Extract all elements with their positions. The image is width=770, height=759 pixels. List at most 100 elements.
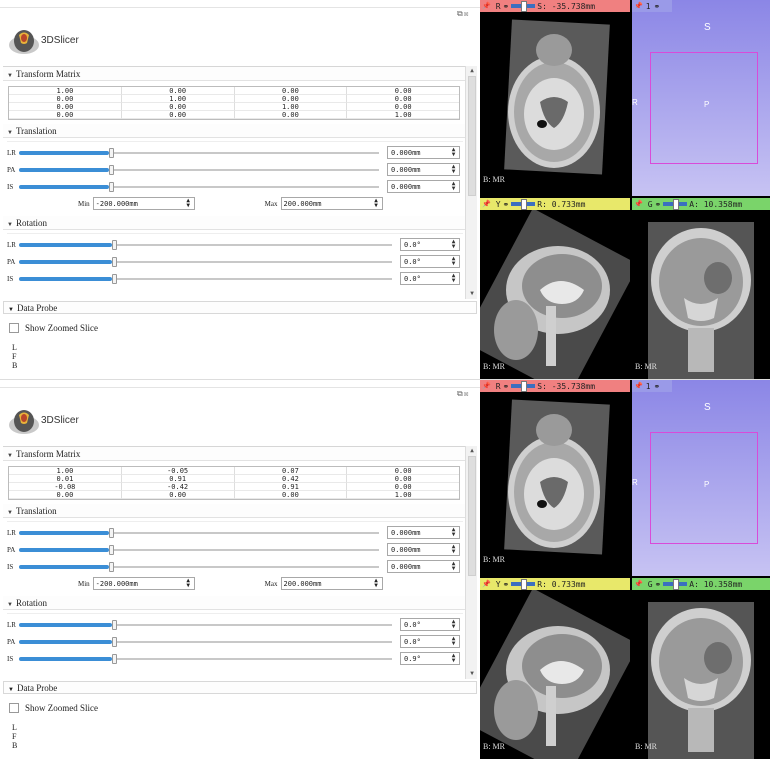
rotation-spinbox[interactable]: 0.0° ▲ ▼ <box>400 238 460 251</box>
rotation-slider[interactable] <box>19 273 392 284</box>
yellow-slice-controller[interactable]: 📌 Y ⚭ R: 0.733mm <box>480 198 630 210</box>
yellow-slice-view[interactable]: 📌 Y ⚭ R: 0.733mm B: MR <box>480 198 630 379</box>
threed-view[interactable]: 📌 1 ⚭ S P R <box>632 380 770 576</box>
max-spinbox[interactable]: 200.000mm ▲ ▼ <box>280 197 383 210</box>
matrix-cell[interactable]: 0.00 <box>9 491 122 499</box>
matrix-cell[interactable]: -0.05 <box>121 467 235 475</box>
spin-arrows-icon[interactable]: ▲ ▼ <box>186 197 190 209</box>
slider-handle[interactable] <box>109 164 114 175</box>
scroll-down-icon[interactable]: ▼ <box>470 290 474 297</box>
threed-view-controller[interactable]: 📌 1 ⚭ <box>632 380 672 392</box>
rotation-slider[interactable] <box>19 619 392 630</box>
spin-arrows-icon[interactable]: ▲ ▼ <box>451 618 456 630</box>
matrix-cell[interactable]: 0.00 <box>347 87 459 95</box>
show-zoomed-slice-checkbox[interactable]: Show Zoomed Slice <box>9 323 98 333</box>
yellow-slice-view[interactable]: 📌 Y ⚭ R: 0.733mm B: MR <box>480 578 630 759</box>
matrix-cell[interactable]: 1.00 <box>9 467 122 475</box>
red-slice-view[interactable]: 📌 R ⚭ S: -35.738mm B: MR <box>480 380 630 576</box>
link-icon[interactable]: ⚭ <box>502 199 510 209</box>
red-slice-controller[interactable]: 📌 R ⚭ S: -35.738mm <box>480 380 630 392</box>
spin-arrows-icon[interactable]: ▲ ▼ <box>451 652 456 664</box>
matrix-cell[interactable]: 1.00 <box>234 103 348 111</box>
matrix-cell[interactable]: 0.00 <box>121 87 235 95</box>
matrix-cell[interactable]: 0.00 <box>347 103 459 111</box>
green-slice-controller[interactable]: 📌 G ⚭ A: 10.358mm <box>632 578 770 590</box>
spin-arrows-icon[interactable]: ▲ ▼ <box>451 526 456 538</box>
transform-matrix-table[interactable]: 1.00 -0.05 0.07 0.00 0.01 0.91 0.42 0.00 -0.08 -0… <box>8 466 460 500</box>
threed-view[interactable]: 📌 1 ⚭ S P R <box>632 0 770 196</box>
matrix-cell[interactable]: 0.00 <box>121 491 235 499</box>
spin-arrows-icon[interactable]: ▲ ▼ <box>451 635 456 647</box>
undock-close-icon[interactable]: ⧉☒ <box>457 389 470 398</box>
translation-spinbox[interactable]: 0.000mm ▲ ▼ <box>387 163 460 176</box>
red-slice-view[interactable]: 📌 R ⚭ S: -35.738mm B: MR <box>480 0 630 196</box>
rotation-header[interactable]: ▼ Rotation <box>3 596 467 610</box>
rotation-slider[interactable] <box>19 636 392 647</box>
pin-icon[interactable]: 📌 <box>634 200 643 208</box>
scroll-up-icon[interactable]: ▲ <box>470 67 474 74</box>
slider-handle[interactable] <box>112 256 117 267</box>
rotation-slider[interactable] <box>19 239 392 250</box>
green-slice-controller[interactable]: 📌 G ⚭ A: 10.358mm <box>632 198 770 210</box>
slider-handle[interactable] <box>112 653 117 664</box>
matrix-cell[interactable]: 1.00 <box>121 95 235 103</box>
matrix-cell[interactable]: 0.00 <box>347 483 459 491</box>
spin-arrows-icon[interactable]: ▲ ▼ <box>374 577 378 589</box>
matrix-cell[interactable]: 0.00 <box>9 103 122 111</box>
matrix-cell[interactable]: 0.00 <box>234 87 348 95</box>
spin-arrows-icon[interactable]: ▲ ▼ <box>451 272 456 284</box>
green-slice-view[interactable]: 📌 G ⚭ A: 10.358mm B: MR <box>632 578 770 759</box>
data-probe-header[interactable]: ▼ Data Probe <box>3 301 477 314</box>
matrix-cell[interactable]: -0.08 <box>9 483 122 491</box>
rotation-spinbox[interactable]: 0.0° ▲ ▼ <box>400 272 460 285</box>
translation-spinbox[interactable]: 0.000mm ▲ ▼ <box>387 560 460 573</box>
rotation-spinbox[interactable]: 0.0° ▲ ▼ <box>400 635 460 648</box>
matrix-cell[interactable]: 0.91 <box>121 475 235 483</box>
transform-matrix-table[interactable]: 1.00 0.00 0.00 0.00 0.00 1.00 0.00 0.00 0.00 0.00… <box>8 86 460 120</box>
matrix-cell[interactable]: 1.00 <box>9 87 122 95</box>
matrix-cell[interactable]: 0.91 <box>234 483 348 491</box>
spin-arrows-icon[interactable]: ▲ ▼ <box>451 238 456 250</box>
spin-arrows-icon[interactable]: ▲ ▼ <box>451 255 456 267</box>
link-icon[interactable]: ⚭ <box>654 199 662 209</box>
slider-handle[interactable] <box>112 239 117 250</box>
slider-handle[interactable] <box>109 147 114 158</box>
matrix-cell[interactable]: 0.00 <box>9 111 122 119</box>
translation-slider[interactable] <box>19 147 379 158</box>
slice-offset-slider[interactable] <box>663 579 688 590</box>
red-slice-controller[interactable]: 📌 R ⚭ S: -35.738mm <box>480 0 630 12</box>
matrix-cell[interactable]: 0.00 <box>234 111 348 119</box>
scroll-thumb[interactable] <box>468 456 476 576</box>
transform-matrix-header[interactable]: ▼ Transform Matrix <box>3 447 467 461</box>
translation-slider[interactable] <box>19 527 379 538</box>
pin-icon[interactable]: 📌 <box>634 580 643 588</box>
checkbox-box[interactable] <box>9 323 19 333</box>
translation-header[interactable]: ▼ Translation <box>3 504 467 518</box>
yellow-slice-controller[interactable]: 📌 Y ⚭ R: 0.733mm <box>480 578 630 590</box>
matrix-cell[interactable]: 0.42 <box>234 475 348 483</box>
translation-spinbox[interactable]: 0.000mm ▲ ▼ <box>387 146 460 159</box>
pin-icon[interactable]: 📌 <box>634 382 643 390</box>
translation-slider[interactable] <box>19 544 379 555</box>
max-spinbox[interactable]: 200.000mm ▲ ▼ <box>280 577 383 590</box>
slider-handle[interactable] <box>109 181 114 192</box>
spin-arrows-icon[interactable]: ▲ ▼ <box>451 180 456 192</box>
translation-slider[interactable] <box>19 164 379 175</box>
spin-arrows-icon[interactable]: ▲ ▼ <box>451 163 456 175</box>
undock-close-icon[interactable]: ⧉☒ <box>457 9 470 18</box>
rotation-header[interactable]: ▼ Rotation <box>3 216 467 230</box>
slider-handle[interactable] <box>109 544 114 555</box>
show-zoomed-slice-checkbox[interactable]: Show Zoomed Slice <box>9 703 98 713</box>
link-icon[interactable]: ⚭ <box>502 1 510 11</box>
scroll-up-icon[interactable]: ▲ <box>470 447 474 454</box>
matrix-cell[interactable]: 0.00 <box>347 467 459 475</box>
slice-offset-slider[interactable] <box>511 381 536 392</box>
spin-arrows-icon[interactable]: ▲ ▼ <box>374 197 378 209</box>
green-slice-view[interactable]: 📌 G ⚭ A: 10.358mm B: MR <box>632 198 770 379</box>
matrix-cell[interactable]: 1.00 <box>347 111 459 119</box>
translation-spinbox[interactable]: 0.000mm ▲ ▼ <box>387 543 460 556</box>
slider-handle[interactable] <box>109 561 114 572</box>
matrix-cell[interactable]: 0.00 <box>121 103 235 111</box>
module-scrollbar[interactable]: ▲ ▼ <box>465 446 477 679</box>
checkbox-box[interactable] <box>9 703 19 713</box>
